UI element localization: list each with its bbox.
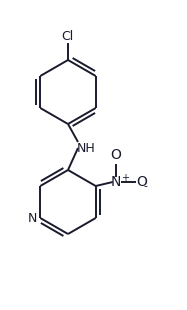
Text: O: O <box>137 175 148 189</box>
Text: +: + <box>121 173 129 183</box>
Text: N: N <box>28 211 37 224</box>
Text: NH: NH <box>77 141 95 154</box>
Text: Cl: Cl <box>61 30 73 43</box>
Text: N: N <box>111 175 121 189</box>
Text: O: O <box>110 148 121 162</box>
Text: -: - <box>144 181 148 191</box>
